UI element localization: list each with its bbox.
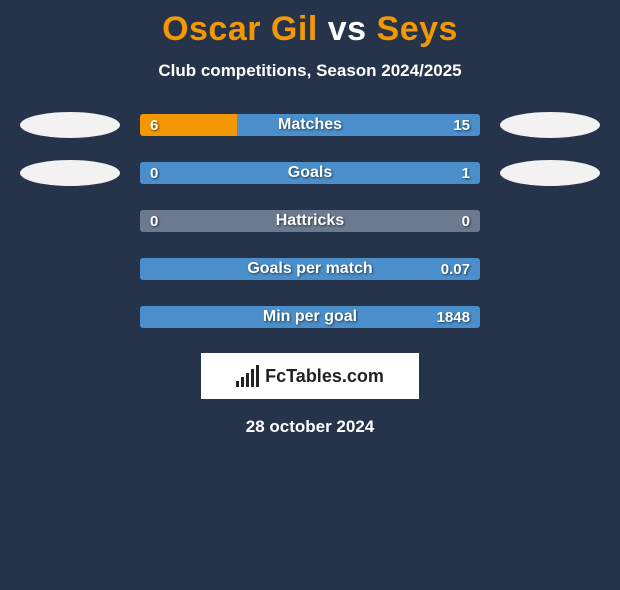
player-avatar-placeholder bbox=[500, 160, 600, 186]
stat-bar: 0 0Hattricks bbox=[140, 210, 480, 232]
player2-name: Seys bbox=[377, 10, 458, 48]
subtitle: Club competitions, Season 2024/2025 bbox=[0, 61, 620, 81]
stat-right-value: 1 bbox=[462, 162, 470, 184]
stat-row: 01Goals bbox=[0, 161, 620, 185]
stat-row: 0.07Goals per match bbox=[0, 257, 620, 281]
logo-text: FcTables.com bbox=[265, 366, 384, 387]
stat-left-value: 0 bbox=[150, 162, 158, 184]
logo-box: FcTables.com bbox=[201, 353, 419, 399]
stat-left-value: 0 bbox=[150, 210, 158, 232]
stat-row: 615Matches bbox=[0, 113, 620, 137]
stat-left-value: 6 bbox=[150, 114, 158, 136]
page-title: Oscar Gil vs Seys bbox=[0, 10, 620, 49]
bar-right-fill bbox=[140, 306, 480, 328]
left-avatar-slot bbox=[0, 160, 140, 186]
vs-text: vs bbox=[328, 10, 367, 48]
stat-right-value: 15 bbox=[453, 114, 470, 136]
stat-right-value: 0 bbox=[462, 210, 470, 232]
right-avatar-slot bbox=[480, 160, 620, 186]
bar-right-fill bbox=[237, 114, 480, 136]
left-avatar-slot bbox=[0, 112, 140, 138]
stat-row: 0 0Hattricks bbox=[0, 209, 620, 233]
bar-right-fill bbox=[140, 258, 480, 280]
date-text: 28 october 2024 bbox=[0, 417, 620, 437]
stat-right-value: 1848 bbox=[437, 306, 470, 328]
stat-row: 1848Min per goal bbox=[0, 305, 620, 329]
player-avatar-placeholder bbox=[500, 112, 600, 138]
player-avatar-placeholder bbox=[20, 112, 120, 138]
stat-right-value: 0.07 bbox=[441, 258, 470, 280]
player-avatar-placeholder bbox=[20, 160, 120, 186]
comparison-rows: 615Matches01Goals00Hattricks0.07Goals pe… bbox=[0, 113, 620, 329]
stat-bar: 0.07Goals per match bbox=[140, 258, 480, 280]
stat-bar: 1848Min per goal bbox=[140, 306, 480, 328]
stat-bar: 01Goals bbox=[140, 162, 480, 184]
player1-name: Oscar Gil bbox=[162, 10, 318, 48]
right-avatar-slot bbox=[480, 112, 620, 138]
logo-chart-icon bbox=[236, 365, 259, 387]
bar-right-fill bbox=[140, 162, 480, 184]
stat-bar: 615Matches bbox=[140, 114, 480, 136]
stat-label: Hattricks bbox=[140, 210, 480, 232]
